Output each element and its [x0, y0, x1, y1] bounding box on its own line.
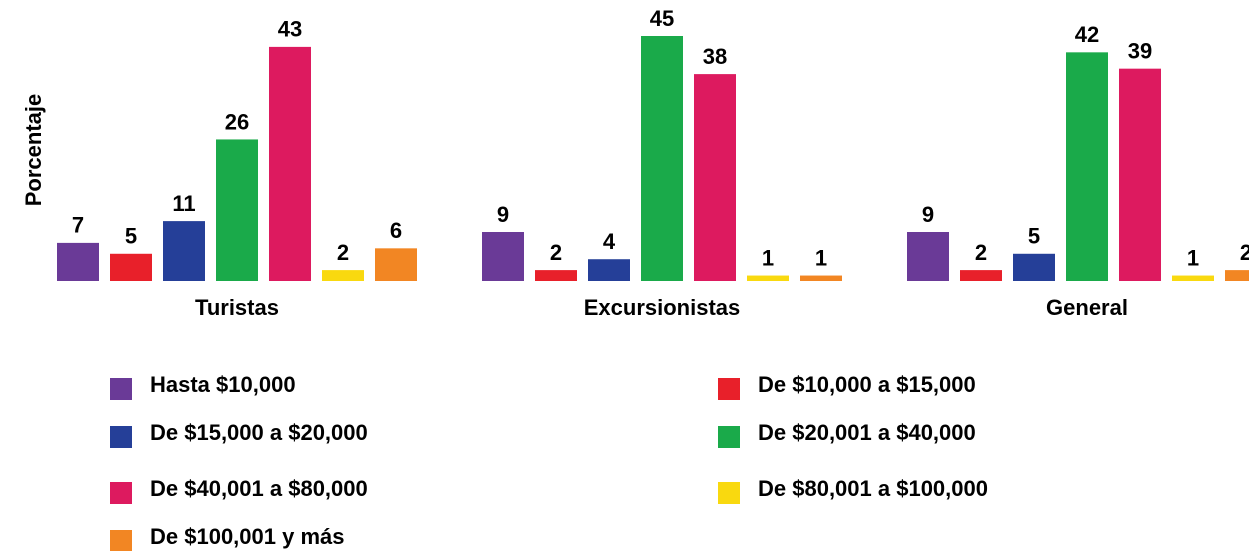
legend-swatch	[110, 378, 132, 400]
x-tick-label: General	[1046, 295, 1128, 320]
legend-label: De $20,001 a $40,000	[758, 420, 976, 445]
bar	[269, 46, 311, 282]
data-label: 42	[1075, 22, 1099, 47]
legend-label: Hasta $10,000	[150, 372, 296, 397]
data-label: 2	[550, 240, 562, 265]
legend-swatch	[718, 426, 740, 448]
bar	[1119, 68, 1161, 282]
legend-label: De $10,000 a $15,000	[758, 372, 976, 397]
data-label: 9	[922, 202, 934, 227]
bar	[694, 74, 736, 281]
data-label: 6	[390, 218, 402, 243]
data-label: 43	[278, 17, 302, 42]
bar	[641, 36, 683, 281]
bar	[535, 270, 577, 281]
y-axis-label: Porcentaje	[21, 94, 46, 207]
data-label: 39	[1128, 38, 1152, 63]
data-label: 26	[225, 109, 249, 134]
legend-swatch	[718, 378, 740, 400]
bar	[482, 232, 524, 281]
data-label: 2	[337, 240, 349, 265]
legend-label: De $100,001 y más	[150, 524, 345, 549]
data-label: 1	[815, 245, 827, 270]
bar	[163, 221, 205, 281]
legend-label: De $80,001 a $100,000	[758, 476, 988, 501]
legend-swatch	[110, 530, 132, 551]
bar	[322, 270, 364, 281]
data-label: 1	[762, 245, 774, 270]
legend-label: De $40,001 a $80,000	[150, 476, 368, 501]
data-label: 45	[650, 6, 674, 31]
data-label: 11	[172, 191, 195, 216]
data-label: 2	[975, 240, 987, 265]
bar	[1013, 253, 1055, 281]
legend-swatch	[718, 482, 740, 504]
bar	[57, 242, 99, 281]
bar	[216, 139, 258, 281]
bar	[1172, 275, 1214, 281]
bar	[110, 253, 152, 281]
legend-swatch	[110, 426, 132, 448]
x-tick-label: Excursionistas	[584, 295, 741, 320]
bar	[907, 232, 949, 281]
bar	[960, 270, 1002, 281]
data-label: 2	[1240, 240, 1249, 265]
bar	[588, 259, 630, 281]
legend-label: De $15,000 a $20,000	[150, 420, 368, 445]
x-tick-label: Turistas	[195, 295, 279, 320]
bar	[747, 275, 789, 281]
bar	[1225, 270, 1249, 281]
bar	[800, 275, 842, 281]
data-label: 4	[603, 229, 616, 254]
data-label: 38	[703, 44, 727, 69]
legend-swatch	[110, 482, 132, 504]
data-label: 1	[1187, 245, 1199, 270]
bar	[1066, 52, 1108, 282]
data-label: 5	[125, 224, 137, 249]
data-label: 9	[497, 202, 509, 227]
bar	[375, 248, 417, 281]
data-label: 5	[1028, 224, 1040, 249]
data-label: 7	[72, 213, 84, 238]
